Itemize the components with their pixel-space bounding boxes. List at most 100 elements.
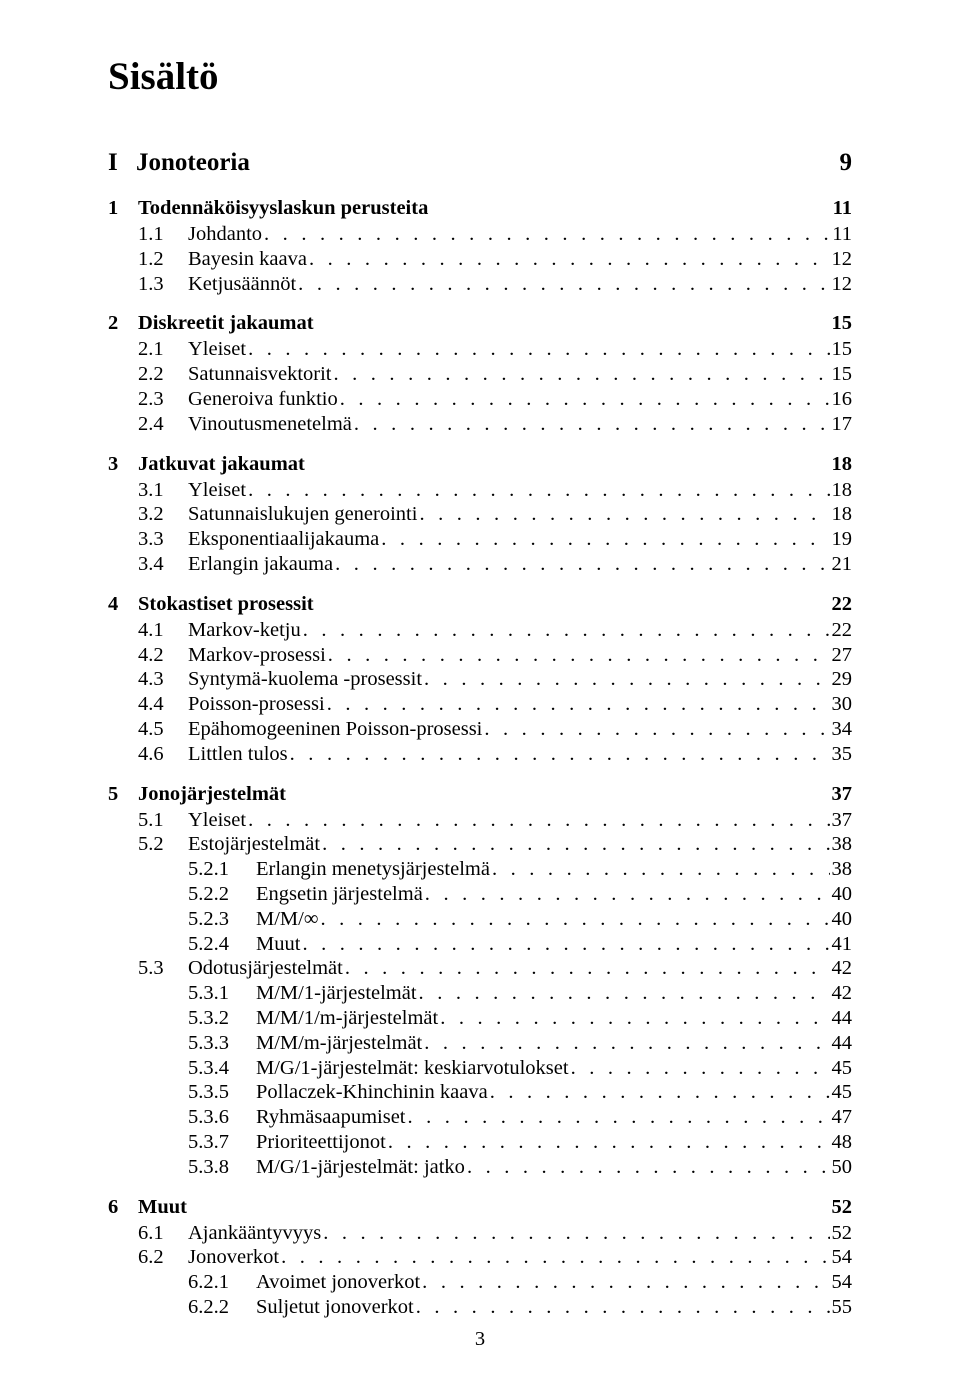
section-page: 17: [832, 412, 853, 437]
section-label: Vinoutusmenetelmä: [188, 412, 352, 437]
dot-leader: . . . . . . . . . . . . . . . . . . . . …: [281, 1245, 829, 1270]
toc-subsection: 6.2.2Suljetut jonoverkot . . . . . . . .…: [188, 1295, 852, 1320]
dot-leader: . . . . . . . . . . . . . . . . . . . . …: [492, 857, 830, 882]
section-page: 12: [832, 272, 853, 297]
dot-leader: . . . . . . . . . . . . . . . . . . . . …: [571, 1056, 830, 1081]
dot-leader: . . . . . . . . . . . . . . . . . . . . …: [484, 717, 829, 742]
section-label: Eksponentiaalijakauma: [188, 527, 379, 552]
dot-leader: . . . . . . . . . . . . . . . . . . . . …: [381, 527, 829, 552]
subsection-label: M/M/m-järjestelmät: [256, 1031, 422, 1056]
part-number: I: [108, 149, 136, 177]
dot-leader: . . . . . . . . . . . . . . . . . . . . …: [290, 742, 830, 767]
subsection-page: 40: [832, 882, 853, 907]
subsection-label: Avoimet jonoverkot: [256, 1270, 420, 1295]
dot-leader: . . . . . . . . . . . . . . . . . . . . …: [309, 247, 830, 272]
subsection-page: 50: [832, 1155, 853, 1180]
subsection-page: 45: [832, 1080, 853, 1105]
dot-leader: . . . . . . . . . . . . . . . . . . . . …: [298, 272, 829, 297]
dot-leader: . . . . . . . . . . . . . . . . . . . . …: [302, 932, 829, 957]
section-number: 6.2: [138, 1245, 188, 1270]
toc-subsection: 5.2.4Muut . . . . . . . . . . . . . . . …: [188, 932, 852, 957]
section-page: 54: [832, 1245, 853, 1270]
chapter-label: Diskreetit jakaumat: [138, 312, 832, 335]
chapter-number: 5: [108, 783, 138, 806]
chapter-number: 2: [108, 312, 138, 335]
toc-chapter: 2Diskreetit jakaumat15: [108, 312, 852, 335]
section-page: 18: [832, 478, 853, 503]
section-number: 3.4: [138, 552, 188, 577]
subsection-number: 5.3.8: [188, 1155, 256, 1180]
section-number: 4.4: [138, 692, 188, 717]
subsection-page: 48: [832, 1130, 853, 1155]
toc-section: 4.3Syntymä-kuolema -prosessit . . . . . …: [138, 667, 852, 692]
section-page: 11: [832, 222, 852, 247]
section-number: 2.3: [138, 387, 188, 412]
subsection-number: 5.3.5: [188, 1080, 256, 1105]
section-number: 4.2: [138, 643, 188, 668]
section-label: Yleiset: [188, 478, 246, 503]
subsection-number: 5.3.4: [188, 1056, 256, 1081]
section-number: 2.2: [138, 362, 188, 387]
section-number: 2.1: [138, 337, 188, 362]
section-page: 29: [832, 667, 853, 692]
chapter-page: 52: [832, 1196, 853, 1219]
chapter-number: 1: [108, 197, 138, 220]
subsection-page: 55: [832, 1295, 853, 1320]
toc-subsection: 5.3.7Prioriteettijonot . . . . . . . . .…: [188, 1130, 852, 1155]
toc-section: 3.1Yleiset . . . . . . . . . . . . . . .…: [138, 478, 852, 503]
subsection-page: 40: [832, 907, 853, 932]
toc-chapter: 3Jatkuvat jakaumat18: [108, 453, 852, 476]
toc-section: 5.2Estojärjestelmät . . . . . . . . . . …: [138, 832, 852, 857]
toc-section: 3.4Erlangin jakauma . . . . . . . . . . …: [138, 552, 852, 577]
chapter-label: Todennäköisyyslaskun perusteita: [138, 197, 833, 220]
section-number: 1.1: [138, 222, 188, 247]
subsection-number: 5.3.1: [188, 981, 256, 1006]
section-number: 4.3: [138, 667, 188, 692]
section-label: Markov-prosessi: [188, 643, 326, 668]
section-label: Estojärjestelmät: [188, 832, 320, 857]
chapter-page: 18: [832, 453, 853, 476]
section-number: 6.1: [138, 1221, 188, 1246]
section-label: Satunnaisvektorit: [188, 362, 331, 387]
toc-section: 4.5Epähomogeeninen Poisson-prosessi . . …: [138, 717, 852, 742]
subsection-label: M/M/1-järjestelmät: [256, 981, 417, 1006]
dot-leader: . . . . . . . . . . . . . . . . . . . . …: [354, 412, 830, 437]
dot-leader: . . . . . . . . . . . . . . . . . . . . …: [490, 1080, 830, 1105]
dot-leader: . . . . . . . . . . . . . . . . . . . . …: [467, 1155, 830, 1180]
subsection-label: Suljetut jonoverkot: [256, 1295, 414, 1320]
toc-section: 4.2Markov-prosessi . . . . . . . . . . .…: [138, 643, 852, 668]
dot-leader: . . . . . . . . . . . . . . . . . . . . …: [303, 618, 830, 643]
subsection-number: 5.2.4: [188, 932, 256, 957]
subsection-label: Prioriteettijonot: [256, 1130, 386, 1155]
toc-section: 6.1Ajankääntyvyys . . . . . . . . . . . …: [138, 1221, 852, 1246]
section-page: 34: [832, 717, 853, 742]
dot-leader: . . . . . . . . . . . . . . . . . . . . …: [322, 832, 829, 857]
section-label: Odotusjärjestelmät: [188, 956, 343, 981]
section-label: Bayesin kaava: [188, 247, 307, 272]
toc-section: 1.2Bayesin kaava . . . . . . . . . . . .…: [138, 247, 852, 272]
subsection-number: 5.3.7: [188, 1130, 256, 1155]
subsection-page: 38: [832, 857, 853, 882]
subsection-label: M/G/1-järjestelmät: keskiarvotulokset: [256, 1056, 569, 1081]
toc-title: Sisältö: [108, 54, 852, 99]
section-label: Yleiset: [188, 808, 246, 833]
dot-leader: . . . . . . . . . . . . . . . . . . . . …: [425, 882, 830, 907]
toc-chapter: 6Muut52: [108, 1196, 852, 1219]
subsection-label: M/M/1/m-järjestelmät: [256, 1006, 438, 1031]
toc-subsection: 6.2.1Avoimet jonoverkot . . . . . . . . …: [188, 1270, 852, 1295]
toc-section: 4.1Markov-ketju . . . . . . . . . . . . …: [138, 618, 852, 643]
toc-subsection: 5.3.5Pollaczek-Khinchinin kaava . . . . …: [188, 1080, 852, 1105]
dot-leader: . . . . . . . . . . . . . . . . . . . . …: [416, 1295, 830, 1320]
subsection-number: 6.2.2: [188, 1295, 256, 1320]
chapter-number: 3: [108, 453, 138, 476]
subsection-page: 47: [832, 1105, 853, 1130]
subsection-page: 45: [832, 1056, 853, 1081]
chapter-page: 22: [832, 593, 853, 616]
toc-body: IJonoteoria91Todennäköisyyslaskun perust…: [108, 149, 852, 1320]
dot-leader: . . . . . . . . . . . . . . . . . . . . …: [419, 981, 830, 1006]
chapter-page: 37: [832, 783, 853, 806]
section-label: Generoiva funktio: [188, 387, 338, 412]
subsection-number: 5.2.3: [188, 907, 256, 932]
section-label: Satunnaislukujen generointi: [188, 502, 417, 527]
section-number: 4.6: [138, 742, 188, 767]
